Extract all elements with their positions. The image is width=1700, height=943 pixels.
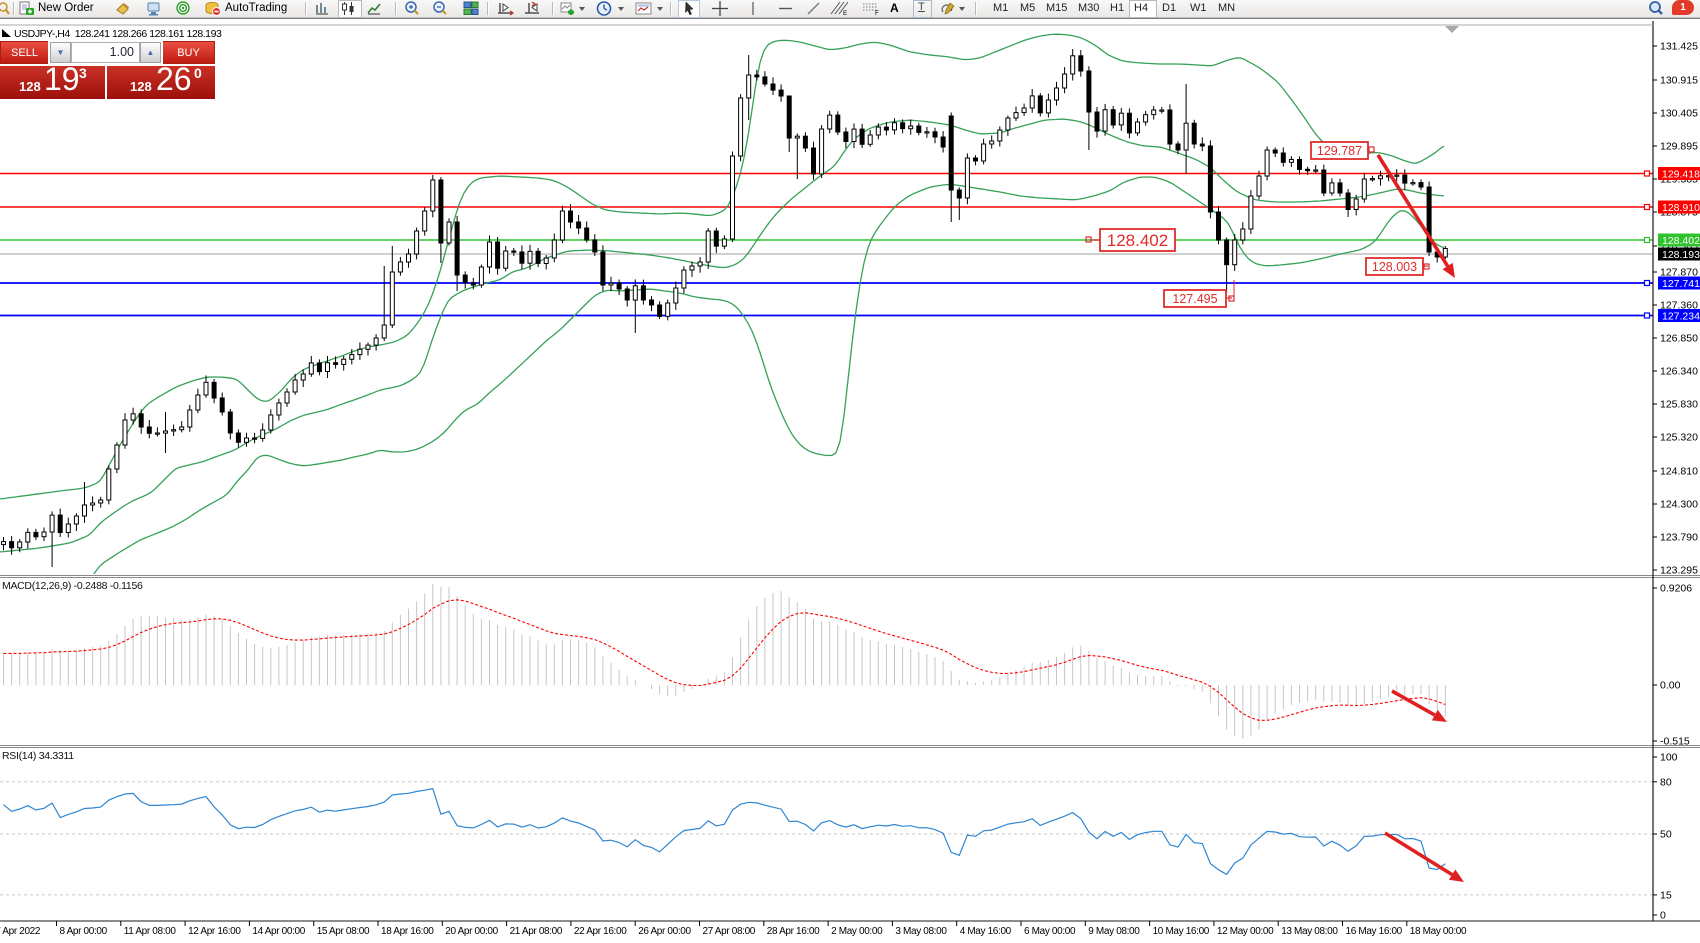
svg-text:0.9206: 0.9206 (1660, 583, 1692, 595)
svg-text:21 Apr 08:00: 21 Apr 08:00 (510, 926, 563, 937)
svg-text:129.787: 129.787 (1317, 144, 1362, 158)
svg-text:F: F (875, 10, 879, 16)
svg-text:130.915: 130.915 (1660, 75, 1698, 87)
svg-text:22 Apr 16:00: 22 Apr 16:00 (574, 926, 627, 937)
svg-text:0: 0 (1660, 910, 1666, 922)
svg-text:-0.515: -0.515 (1660, 736, 1690, 748)
svg-text:16 May 16:00: 16 May 16:00 (1346, 926, 1403, 937)
svg-text:123.790: 123.790 (1660, 532, 1698, 544)
svg-text:12 Apr 16:00: 12 Apr 16:00 (188, 926, 241, 937)
svg-text:129.418: 129.418 (1662, 168, 1700, 180)
svg-text:124.810: 124.810 (1660, 466, 1698, 478)
svg-text:12 May 00:00: 12 May 00:00 (1217, 926, 1274, 937)
svg-text:9 May 08:00: 9 May 08:00 (1088, 926, 1140, 937)
svg-text:124.300: 124.300 (1660, 499, 1698, 511)
svg-text:7 Apr 2022: 7 Apr 2022 (0, 926, 41, 937)
svg-text:10 May 16:00: 10 May 16:00 (1153, 926, 1210, 937)
svg-text:128.193: 128.193 (1662, 249, 1700, 261)
svg-text:RSI(14) 34.3311: RSI(14) 34.3311 (2, 750, 74, 762)
svg-text:127.360: 127.360 (1660, 300, 1698, 312)
svg-text:126.850: 126.850 (1660, 333, 1698, 345)
svg-text:125.320: 125.320 (1660, 432, 1698, 444)
svg-text:13 May 08:00: 13 May 08:00 (1281, 926, 1338, 937)
svg-text:28 Apr 16:00: 28 Apr 16:00 (767, 926, 820, 937)
svg-text:127.234: 127.234 (1662, 310, 1700, 322)
svg-text:126.340: 126.340 (1660, 366, 1698, 378)
svg-text:127.495: 127.495 (1172, 292, 1217, 306)
svg-text:2 May 00:00: 2 May 00:00 (831, 926, 883, 937)
svg-text:50: 50 (1660, 829, 1672, 841)
svg-text:128.910: 128.910 (1662, 202, 1700, 214)
svg-text:4 May 16:00: 4 May 16:00 (960, 926, 1012, 937)
svg-text:128.402: 128.402 (1107, 231, 1168, 250)
svg-text:15 Apr 08:00: 15 Apr 08:00 (317, 926, 370, 937)
svg-text:26 Apr 00:00: 26 Apr 00:00 (638, 926, 691, 937)
svg-text:127.741: 127.741 (1662, 278, 1700, 290)
svg-text:MACD(12,26,9) -0.2488 -0.1156: MACD(12,26,9) -0.2488 -0.1156 (2, 580, 143, 592)
svg-text:11 Apr 08:00: 11 Apr 08:00 (124, 926, 177, 937)
svg-text:0.00: 0.00 (1660, 680, 1681, 692)
svg-text:20 Apr 00:00: 20 Apr 00:00 (445, 926, 498, 937)
svg-text:18 Apr 16:00: 18 Apr 16:00 (381, 926, 434, 937)
svg-text:129.895: 129.895 (1660, 141, 1698, 153)
svg-text:15: 15 (1660, 889, 1672, 901)
svg-text:100: 100 (1660, 752, 1678, 764)
svg-text:E: E (843, 10, 848, 16)
svg-text:27 Apr 08:00: 27 Apr 08:00 (703, 926, 756, 937)
svg-text:USDJPY-,H4 128.241 128.266 12: USDJPY-,H4 128.241 128.266 128.161 128.1… (14, 28, 222, 40)
svg-text:127.870: 127.870 (1660, 267, 1698, 279)
svg-text:123.295: 123.295 (1660, 565, 1698, 577)
svg-text:14 Apr 00:00: 14 Apr 00:00 (252, 926, 305, 937)
svg-text:125.830: 125.830 (1660, 399, 1698, 411)
svg-text:128.003: 128.003 (1372, 260, 1417, 274)
svg-text:131.425: 131.425 (1660, 41, 1698, 53)
svg-text:8 Apr 00:00: 8 Apr 00:00 (60, 926, 108, 937)
svg-text:18 May 00:00: 18 May 00:00 (1410, 926, 1467, 937)
svg-text:6 May 00:00: 6 May 00:00 (1024, 926, 1076, 937)
svg-text:128.402: 128.402 (1662, 235, 1700, 247)
svg-text:3 May 08:00: 3 May 08:00 (895, 926, 947, 937)
svg-text:130.405: 130.405 (1660, 108, 1698, 120)
svg-text:80: 80 (1660, 776, 1672, 788)
